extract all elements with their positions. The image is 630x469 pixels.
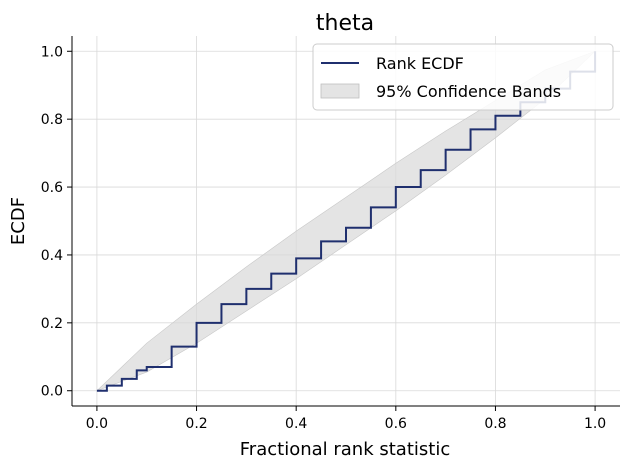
x-axis-title: Fractional rank statistic [240, 439, 450, 460]
y-axis-title: ECDF [8, 197, 29, 245]
x-tick-label-4: 0.8 [484, 416, 506, 432]
x-tick-label-1: 0.2 [185, 416, 207, 432]
y-tick-label-4: 0.8 [41, 112, 63, 128]
x-tick-label-5: 1.0 [584, 416, 606, 432]
ecdf-line-layer [96, 51, 597, 392]
legend: Rank ECDF 95% Confidence Bands [312, 43, 614, 111]
y-tick-label-0: 0.0 [41, 384, 63, 400]
legend-label-rank-ecdf: Rank ECDF [376, 54, 464, 73]
x-tick-label-2: 0.4 [285, 416, 307, 432]
x-tick-label-3: 0.6 [385, 416, 407, 432]
axes [71, 36, 620, 407]
y-tick-label-5: 1.0 [41, 44, 63, 60]
legend-label-confidence-bands: 95% Confidence Bands [376, 82, 561, 101]
legend-band-swatch [320, 83, 360, 99]
y-tick-label-3: 0.6 [41, 180, 63, 196]
ticks: 0.0 0.2 0.4 0.6 0.8 1.0 0.0 0.2 0.4 0.6 0.8 1.0 [41, 44, 606, 432]
ecdf-line [96, 51, 597, 392]
y-tick-label-1: 0.2 [41, 316, 63, 332]
chart-title: theta [316, 11, 374, 36]
y-tick-label-2: 0.4 [41, 248, 63, 264]
legend-frame [312, 43, 614, 111]
x-tick-label-0: 0.0 [86, 416, 108, 432]
